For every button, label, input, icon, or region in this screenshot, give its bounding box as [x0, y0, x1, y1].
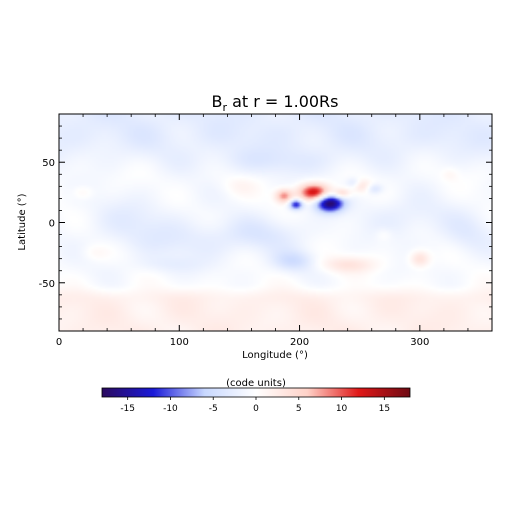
title-suffix: at r = 1.00Rs [227, 92, 338, 111]
colorbar-tick-label: 15 [379, 404, 390, 414]
y-axis-label: Latitude (°) [17, 193, 28, 250]
x-axis: 0 100 200 300 [56, 114, 469, 348]
colorbar-tick-label: 5 [296, 404, 302, 414]
colorbar-tick-label: -10 [163, 404, 178, 414]
colorbar-label: (code units) [226, 378, 286, 389]
colorbar: (code units) -15 -10 -5 0 5 10 15 [101, 378, 411, 414]
colorbar-tick-label: 0 [253, 404, 259, 414]
y-tick-label: 50 [42, 158, 55, 169]
x-axis-label: Longitude (°) [242, 350, 308, 361]
y-tick-label: 0 [49, 219, 55, 230]
x-tick-label: 200 [290, 337, 309, 348]
x-tick-label: 100 [170, 337, 189, 348]
x-tick-label: 0 [56, 337, 62, 348]
title-subscript: r [222, 101, 227, 114]
colorbar-tick-label: -15 [120, 404, 135, 414]
colorbar-ticks: -15 -10 -5 0 5 10 15 [120, 397, 390, 414]
x-tick-label: 300 [410, 337, 429, 348]
y-axis: -50 0 50 [39, 125, 492, 320]
y-tick-label: -50 [39, 279, 55, 290]
svg-text:Br at r = 1.00Rs: Br at r = 1.00Rs [212, 92, 339, 114]
chart-title: Br at r = 1.00Rs [212, 92, 339, 114]
title-main: B [212, 92, 223, 111]
heatmap-image [59, 114, 492, 331]
colorbar-tick-label: -5 [209, 404, 218, 414]
colorbar-ramp [101, 387, 411, 398]
heatmap-plot [58, 113, 493, 332]
colorbar-tick-label: 10 [336, 404, 348, 414]
